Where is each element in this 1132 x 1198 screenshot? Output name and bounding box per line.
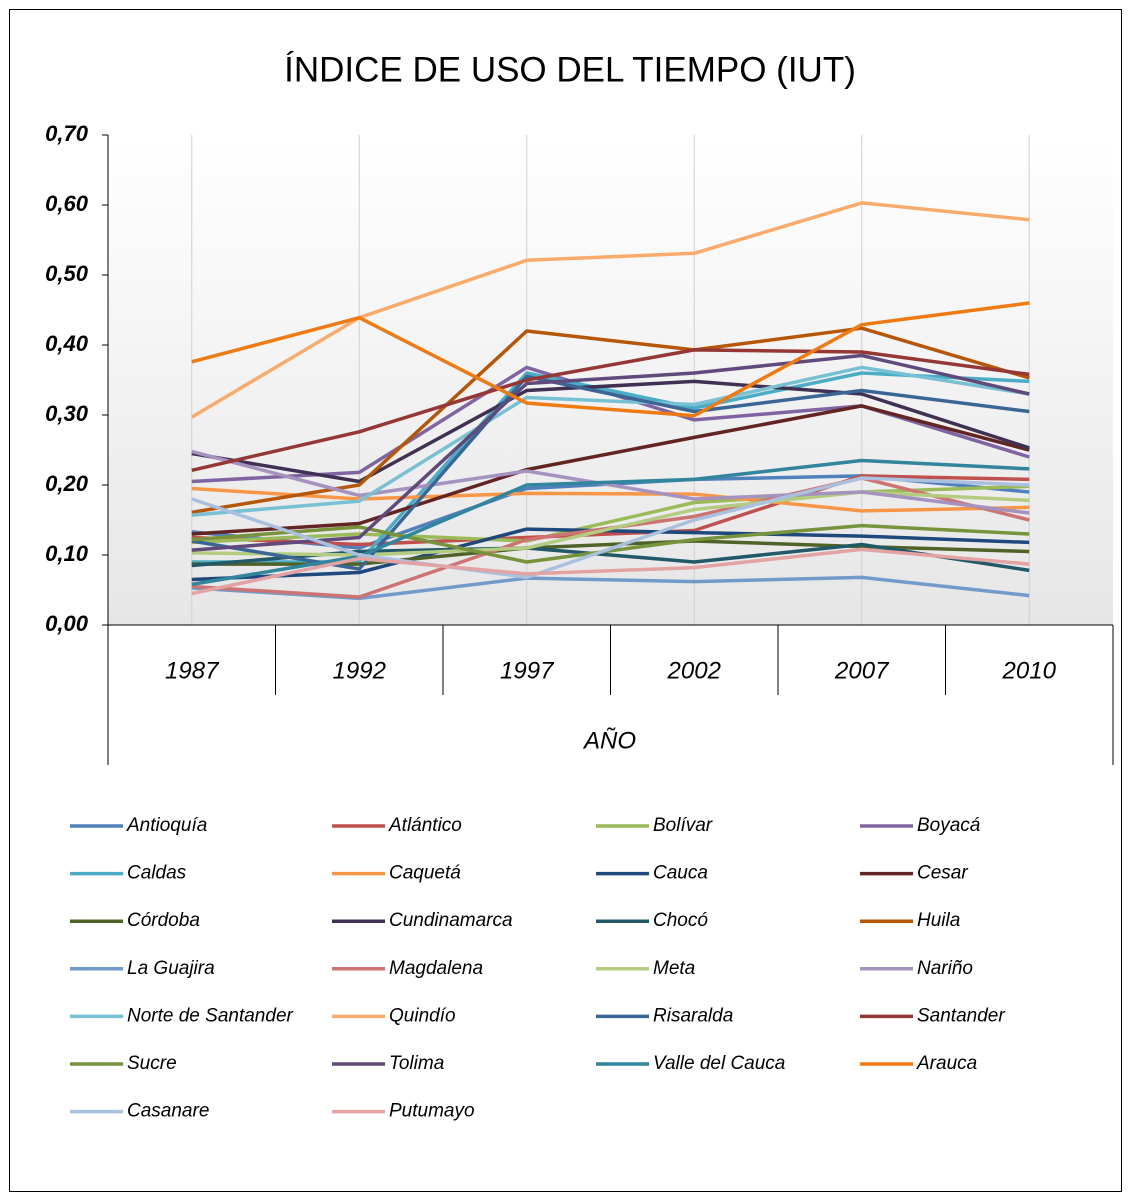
legend-label: Santander (917, 1005, 1005, 1026)
legend-label: Valle del Cauca (653, 1053, 785, 1074)
x-tick-label: 1987 (165, 657, 220, 684)
series-line (191, 458, 1030, 587)
y-tick-label: 0,70 (45, 121, 89, 146)
x-tick-label: 2010 (1002, 657, 1057, 684)
y-tick-label: 0,30 (45, 401, 89, 426)
series-line (191, 301, 1030, 418)
legend: Antioquía Atlántico Bolívar Boyacá Caldas Caq… (70, 815, 1005, 1122)
legend-label: Tolima (389, 1053, 444, 1074)
legend-label: Casanare (127, 1101, 209, 1122)
legend-label: Cesar (917, 863, 968, 884)
series-line (190, 201, 1030, 419)
x-tick-label: 2007 (834, 657, 890, 684)
legend-label: Caldas (127, 863, 187, 884)
legend-label: Córdoba (127, 910, 200, 931)
series-line (191, 484, 1030, 545)
x-tick-label: 1992 (333, 657, 386, 684)
legend-label: Chocó (653, 910, 708, 931)
legend-label: Arauca (916, 1053, 977, 1074)
chart-title: ÍNDICE DE USO DEL TIEMPO (IUT) (284, 50, 856, 89)
legend-label: Meta (653, 958, 695, 979)
y-tick-label: 0,50 (45, 261, 89, 286)
legend-label: Huila (917, 910, 960, 931)
y-tick-label: 0,40 (45, 331, 89, 356)
y-tick-label: 0,10 (45, 541, 89, 566)
series-line (191, 449, 1030, 515)
series-line (191, 476, 1030, 580)
legend-label: Quindío (389, 1005, 456, 1026)
series-line (191, 490, 1030, 557)
series-line (191, 523, 1030, 564)
series-line (191, 365, 1030, 517)
x-tick-label: 2002 (667, 657, 721, 684)
legend-label: Norte de Santander (127, 1005, 294, 1026)
legend-label: Sucre (127, 1053, 177, 1074)
legend-label: Putumayo (389, 1101, 475, 1122)
series-line (191, 404, 1030, 536)
axes: 0,00 0,10 0,20 0,30 0,40 0,50 0,60 0,70 1987 1992… (45, 121, 1114, 765)
y-tick-label: 0,60 (45, 191, 89, 216)
legend-label: Cauca (653, 863, 708, 884)
legend-label: Antioquía (126, 815, 207, 836)
series-line (191, 353, 1030, 552)
legend-label: Nariño (917, 958, 973, 979)
series-line (191, 486, 1030, 513)
lines (190, 201, 1030, 601)
series-line (191, 379, 1030, 484)
legend-label: La Guajira (127, 958, 215, 979)
series-line (191, 527, 1030, 582)
legend-label: Boyacá (917, 815, 980, 836)
legend-label: Bolívar (653, 815, 713, 836)
legend-label: Cundinamarca (389, 910, 513, 931)
series-line (191, 474, 1030, 547)
legend-label: Magdalena (389, 958, 483, 979)
legend-label: Caquetá (389, 863, 461, 884)
y-tick-label: 0,20 (45, 471, 89, 496)
y-tick-label: 0,00 (45, 611, 89, 636)
x-tick-label: 1997 (500, 657, 555, 684)
series-line (191, 348, 1030, 473)
legend-label: Risaralda (653, 1005, 733, 1026)
legend-label: Atlántico (388, 815, 462, 836)
x-axis-label: AÑO (582, 727, 636, 754)
series-line (191, 547, 1030, 596)
